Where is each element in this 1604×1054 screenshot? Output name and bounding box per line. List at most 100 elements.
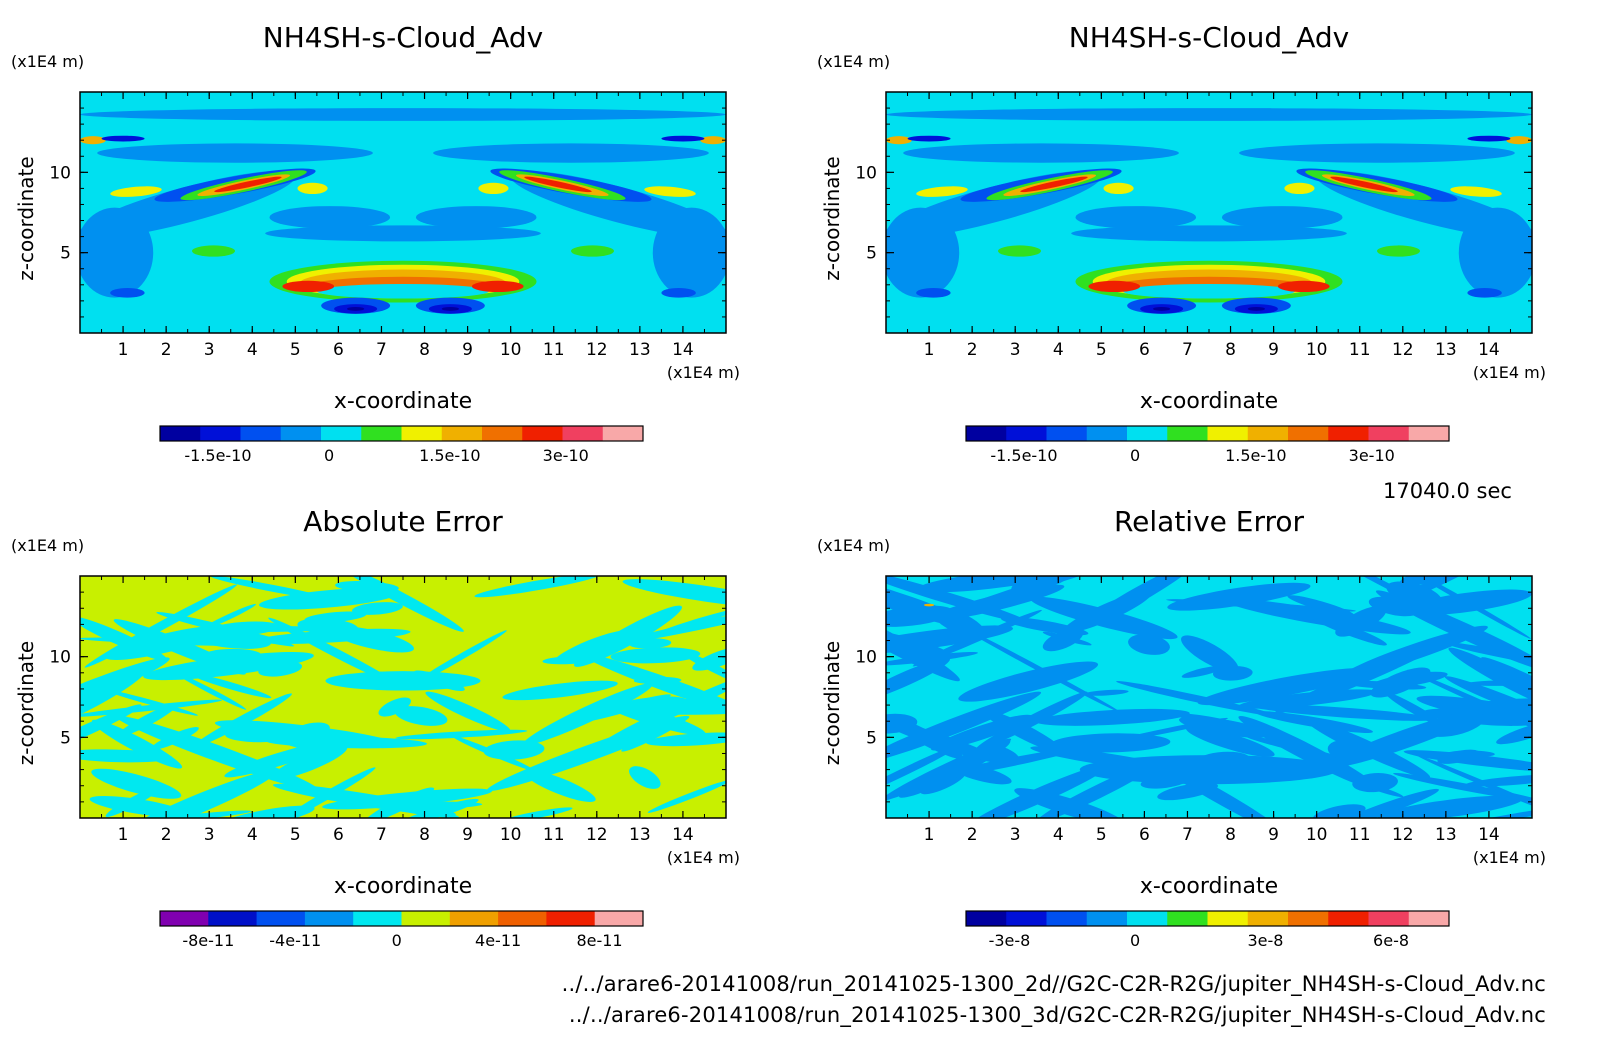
field-blob: [378, 697, 411, 717]
x-tick-label: 7: [1182, 825, 1193, 845]
field-blob: [1481, 657, 1532, 699]
colorbar-swatch: [1086, 426, 1128, 441]
x-tick-label: 4: [247, 340, 258, 360]
field-blob: [1352, 772, 1398, 793]
x-tick-label: 1: [118, 340, 129, 360]
x-tick-label: 7: [376, 825, 387, 845]
x-tick-label: 2: [161, 340, 172, 360]
colorbar-swatch: [160, 426, 201, 441]
field-blob: [143, 651, 314, 681]
x-axis-label: x-coordinate: [334, 389, 472, 414]
x-tick-label: 8: [1225, 340, 1236, 360]
field-blob: [110, 288, 145, 298]
field-blob: [265, 736, 428, 749]
x-tick-label: 1: [924, 340, 935, 360]
colorbar-frame: [965, 910, 1450, 927]
colorbar-tick-label: -4e-11: [269, 931, 321, 950]
field-blob: [912, 609, 1042, 667]
x-tick-label: 8: [419, 825, 430, 845]
time-label: 17040.0 sec: [1383, 479, 1512, 503]
y-unit-label: (x1E4 m): [11, 536, 84, 555]
x-tick-label: 5: [1096, 825, 1107, 845]
file-path-2d: ../../arare6-20141008/run_20141025-1300_…: [561, 972, 1546, 996]
field-blob: [1247, 306, 1265, 311]
field-blob: [1467, 135, 1511, 142]
field-blob: [259, 587, 401, 610]
field-blob: [325, 671, 481, 691]
field-blob: [486, 715, 690, 792]
colorbar-tick-label: 8e-11: [576, 931, 622, 950]
field-blob: [275, 767, 376, 818]
x-tick-label: 5: [1096, 340, 1107, 360]
colorbar-swatch: [1006, 426, 1047, 441]
x-tick-label: 12: [1392, 825, 1414, 845]
field-blob: [622, 579, 726, 609]
colorbar-frame: [965, 425, 1450, 442]
y-unit-label: (x1E4 m): [817, 52, 890, 71]
field-blob: [1042, 631, 1092, 646]
field-blob: [80, 704, 142, 758]
field-blob: [282, 280, 335, 293]
colorbar-swatch: [240, 426, 282, 441]
x-tick-label: 2: [967, 340, 978, 360]
field-blob: [1330, 176, 1398, 193]
field-blob: [1496, 720, 1532, 745]
field-blob: [297, 182, 328, 195]
field-blob: [1305, 718, 1431, 779]
field-blob: [347, 306, 365, 311]
field-blob: [1238, 715, 1379, 790]
field-blob: [916, 288, 951, 298]
x-tick-label: 12: [586, 825, 608, 845]
y-axis-label: z-coordinate: [820, 641, 844, 765]
x-tick-label: 13: [629, 825, 651, 845]
x-axis-label: x-coordinate: [1140, 874, 1278, 899]
field-blob: [652, 207, 726, 298]
field-blob: [80, 108, 726, 121]
heatmap-field: [80, 576, 726, 818]
field-blob: [474, 576, 602, 598]
field-blob: [524, 176, 592, 193]
x-tick-label: 9: [462, 340, 473, 360]
x-tick-label: 11: [543, 340, 565, 360]
field-blob: [156, 612, 295, 647]
colorbar-swatch: [1207, 426, 1249, 441]
x-tick-label: 14: [672, 825, 694, 845]
field-blob: [926, 584, 1065, 622]
field-blob: [191, 245, 236, 257]
x-tick-label: 10: [1306, 340, 1328, 360]
field-blob: [1428, 800, 1532, 818]
colorbar-tick-label: 3e-8: [1247, 931, 1283, 950]
field-blob: [522, 683, 653, 746]
colorbar-tick-label: 0: [1130, 931, 1140, 950]
colorbar-frame: [159, 910, 644, 927]
chart-title: NH4SH-s-Cloud_Adv: [1069, 21, 1349, 54]
colorbar-swatch: [321, 426, 362, 441]
field-blob: [1011, 576, 1071, 593]
field-blob: [949, 763, 1012, 785]
field-blob: [886, 136, 912, 145]
colorbar-swatch: [1328, 911, 1369, 926]
field-blob: [1377, 795, 1523, 818]
colorbar-swatch: [1408, 911, 1450, 926]
field-blob: [110, 769, 277, 818]
colorbar-tick-label: 3e-10: [1349, 446, 1395, 465]
colorbar-swatch: [160, 911, 209, 926]
field-blob: [1370, 667, 1431, 698]
field-blob: [1181, 635, 1239, 672]
colorbar-swatch: [401, 911, 451, 926]
field-blob: [907, 135, 951, 142]
colorbar-swatch: [1167, 911, 1208, 926]
field-blob: [1467, 288, 1502, 298]
chart-panel-1: NH4SH-s-Cloud_Adv(x1E4 m)1 2 3 4 5 6 7 8 9 10 11 12…: [11, 21, 740, 465]
field-blob: [647, 779, 726, 813]
x-tick-label: 3: [1010, 825, 1021, 845]
field-blob: [975, 691, 1088, 750]
field-blob: [1088, 280, 1141, 293]
field-blob: [80, 136, 106, 145]
field-blob: [110, 186, 162, 197]
colorbar-tick-label: 4e-11: [475, 931, 521, 950]
colorbar-tick-label: 0: [1130, 446, 1140, 465]
colorbar-swatch: [256, 911, 306, 926]
field-blob: [80, 699, 223, 717]
field-blob: [1014, 788, 1125, 818]
